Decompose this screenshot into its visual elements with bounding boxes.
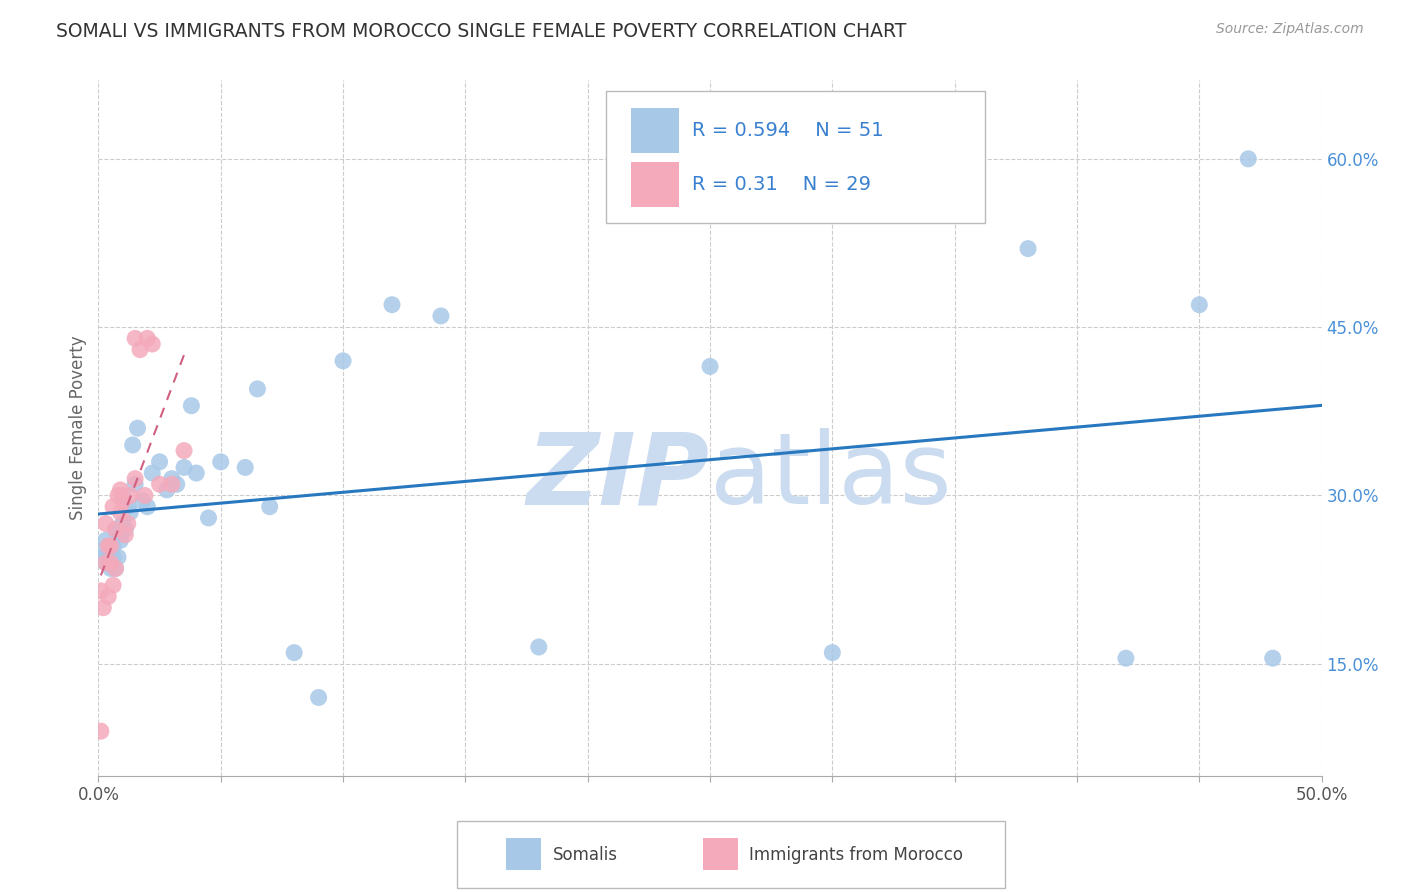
Point	[107, 488, 129, 502]
Text: SOMALI VS IMMIGRANTS FROM MOROCCO SINGLE FEMALE POVERTY CORRELATION CHART: SOMALI VS IMMIGRANTS FROM MOROCCO SINGLE…	[56, 22, 907, 41]
Point	[110, 483, 132, 497]
Point	[104, 522, 127, 536]
Point	[120, 488, 142, 502]
Point	[90, 544, 112, 558]
Text: R = 0.594    N = 51: R = 0.594 N = 51	[692, 121, 883, 140]
FancyBboxPatch shape	[630, 108, 679, 153]
Point	[117, 516, 139, 531]
Point	[97, 590, 120, 604]
Point	[136, 331, 159, 345]
Point	[430, 309, 453, 323]
Point	[141, 337, 163, 351]
Point	[129, 343, 152, 357]
Point	[156, 483, 179, 497]
Point	[141, 466, 163, 480]
Point	[1188, 298, 1211, 312]
Point	[94, 556, 117, 570]
Point	[149, 477, 172, 491]
Point	[332, 354, 354, 368]
Point	[111, 488, 134, 502]
Point	[166, 477, 188, 491]
Point	[101, 578, 124, 592]
Point	[283, 646, 305, 660]
Text: Immigrants from Morocco: Immigrants from Morocco	[749, 846, 963, 863]
Point	[111, 494, 134, 508]
Point	[101, 500, 124, 514]
Text: Source: ZipAtlas.com: Source: ZipAtlas.com	[1216, 22, 1364, 37]
Point	[131, 494, 153, 508]
Point	[173, 460, 195, 475]
Point	[173, 443, 195, 458]
Point	[90, 583, 112, 598]
Point	[101, 550, 124, 565]
Text: atlas: atlas	[710, 428, 952, 525]
Point	[97, 539, 120, 553]
Point	[1261, 651, 1284, 665]
Point	[233, 460, 256, 475]
Point	[114, 522, 136, 536]
Point	[100, 561, 122, 575]
Point	[136, 500, 159, 514]
Point	[127, 421, 149, 435]
Point	[91, 600, 114, 615]
Point	[259, 500, 281, 514]
Point	[246, 382, 269, 396]
Text: Somalis: Somalis	[553, 846, 617, 863]
Point	[381, 298, 404, 312]
Point	[104, 561, 127, 575]
Point	[1237, 152, 1260, 166]
Point	[114, 528, 136, 542]
Point	[94, 516, 117, 531]
Point	[110, 505, 132, 519]
Point	[90, 724, 112, 739]
Point	[160, 477, 183, 491]
Point	[100, 556, 122, 570]
Point	[97, 539, 120, 553]
Point	[117, 500, 139, 514]
Point	[209, 455, 232, 469]
Point	[104, 522, 127, 536]
Point	[1017, 242, 1039, 256]
FancyBboxPatch shape	[630, 161, 679, 207]
Point	[124, 331, 146, 345]
Y-axis label: Single Female Poverty: Single Female Poverty	[69, 336, 87, 520]
Point	[97, 550, 120, 565]
Point	[107, 550, 129, 565]
Point	[180, 399, 202, 413]
Point	[821, 646, 844, 660]
Point	[94, 556, 117, 570]
Point	[101, 539, 124, 553]
Text: R = 0.31    N = 29: R = 0.31 N = 29	[692, 175, 870, 194]
Point	[308, 690, 330, 705]
Point	[124, 472, 146, 486]
Point	[186, 466, 208, 480]
Point	[699, 359, 721, 374]
Point	[111, 516, 134, 531]
Point	[121, 438, 143, 452]
Point	[91, 550, 114, 565]
Point	[94, 533, 117, 548]
Point	[100, 539, 122, 553]
Text: ZIP: ZIP	[527, 428, 710, 525]
Point	[197, 511, 219, 525]
Point	[104, 561, 127, 575]
Point	[527, 640, 550, 654]
Point	[1115, 651, 1137, 665]
Point	[134, 488, 156, 502]
Point	[124, 477, 146, 491]
FancyBboxPatch shape	[606, 91, 986, 223]
Point	[149, 455, 172, 469]
Point	[120, 505, 142, 519]
Point	[160, 472, 183, 486]
Point	[100, 539, 122, 553]
Point	[107, 528, 129, 542]
Point	[110, 533, 132, 548]
